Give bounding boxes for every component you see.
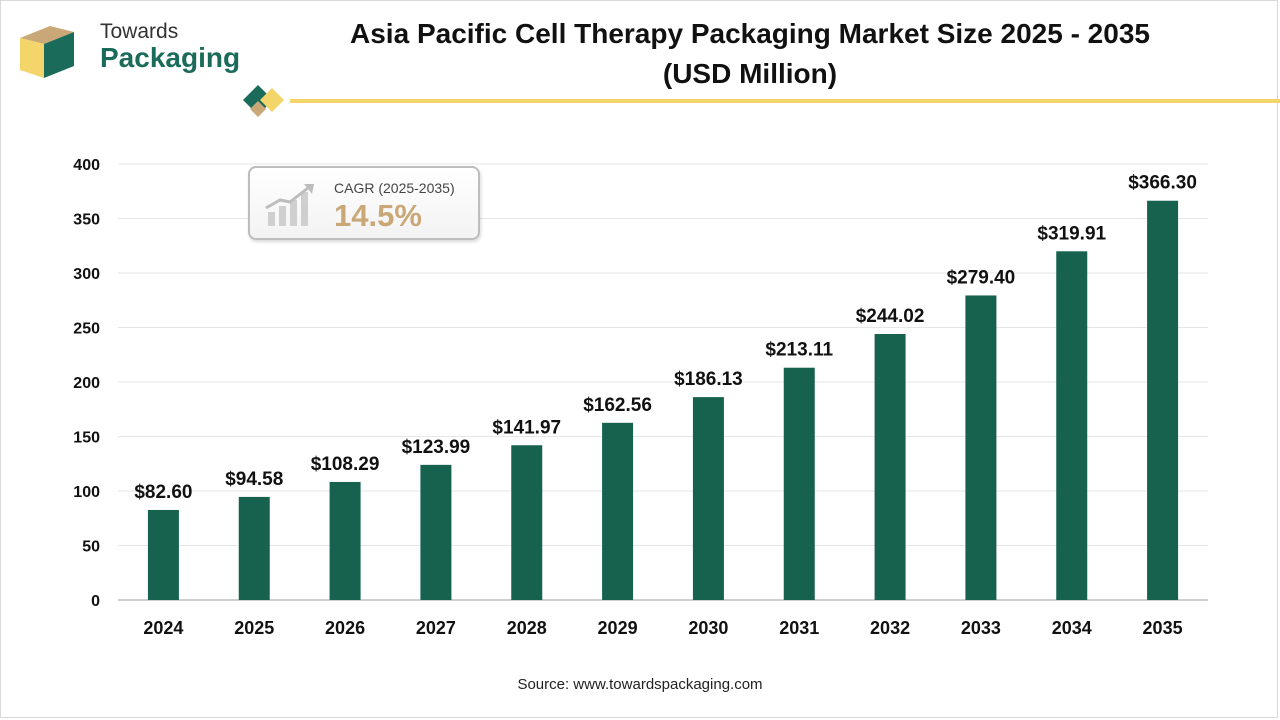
x-tick-label: 2032 [870,618,910,638]
chart-title: Asia Pacific Cell Therapy Packaging Mark… [350,18,1150,49]
cagr-callout: CAGR (2025-2035) 14.5% [248,166,480,240]
y-tick-label: 50 [82,539,100,556]
x-tick-label: 2024 [143,618,183,638]
y-tick-label: 400 [73,157,100,174]
y-tick-label: 200 [73,375,100,392]
logo-text-bottom: Packaging [100,42,241,73]
data-label: $123.99 [402,437,471,458]
data-label: $141.97 [492,417,561,438]
y-tick-label: 250 [73,321,100,338]
bar [329,481,361,600]
diamond-divider-icon [243,85,284,117]
x-tick-label: 2026 [325,618,365,638]
y-tick-label: 350 [73,212,100,229]
x-tick-label: 2025 [234,618,274,638]
data-label: $108.29 [311,454,380,475]
chart-subtitle: (USD Million) [662,58,838,89]
header-divider-line [290,99,1280,103]
bar [1056,251,1088,600]
cagr-value: 14.5% [334,198,422,233]
data-label: $366.30 [1128,173,1197,194]
data-label: $279.40 [947,267,1016,288]
bar [147,509,179,600]
y-tick-label: 0 [91,593,100,610]
y-tick-label: 300 [73,266,100,283]
y-tick-label: 100 [73,484,100,501]
x-tick-label: 2031 [779,618,819,638]
data-label: $162.56 [583,395,652,416]
data-label: $186.13 [674,369,743,390]
data-label: $82.60 [134,482,192,503]
x-tick-label: 2034 [1052,618,1092,638]
y-tick-label: 150 [73,430,100,447]
logo-text-top: Towards [100,20,179,43]
bar [692,397,724,600]
brand-logo: Towards Packaging [16,18,256,88]
cagr-label: CAGR (2025-2035) [334,180,455,196]
bar [1147,200,1179,600]
data-label: $319.91 [1037,223,1106,244]
data-label: $244.02 [856,306,925,327]
source-note: Source: www.towardspackaging.com [517,676,763,693]
x-tick-label: 2027 [416,618,456,638]
bar [420,464,452,600]
bar [238,496,270,600]
bar [602,422,634,600]
x-tick-label: 2028 [507,618,547,638]
x-tick-label: 2030 [688,618,728,638]
bar [511,445,543,600]
x-tick-label: 2029 [598,618,638,638]
bar [874,334,906,600]
box-logo-icon [20,26,74,78]
bar [965,295,997,600]
x-tick-label: 2035 [1143,618,1183,638]
growth-chart-icon [265,184,314,226]
data-label: $94.58 [225,469,283,490]
x-tick-label: 2033 [961,618,1001,638]
data-label: $213.11 [765,340,833,361]
bar [783,367,815,600]
